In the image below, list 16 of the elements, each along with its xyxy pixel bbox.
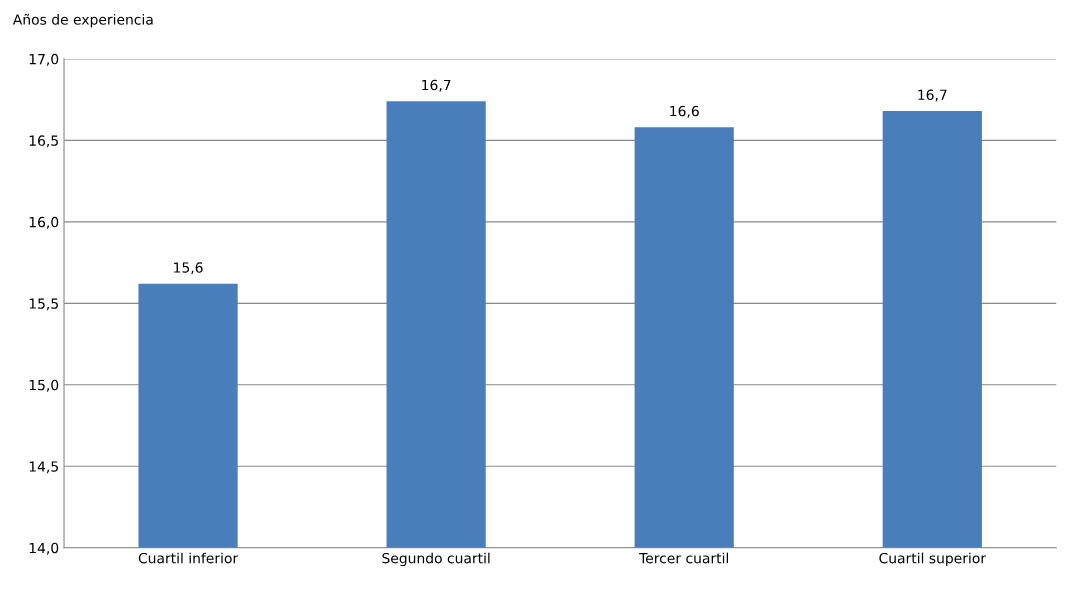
- x-tick-label: Segundo cuartil: [382, 552, 490, 567]
- data-label: 16,7: [422, 79, 451, 92]
- y-tick-label: 14,5: [29, 461, 58, 474]
- y-tick-label: 17,0: [29, 53, 59, 66]
- y-tick-label: 14,0: [29, 542, 59, 555]
- x-tick-label: Cuartil superior: [879, 552, 987, 567]
- x-tick-label: Tercer cuartil: [639, 552, 729, 564]
- y-tick-label: 16,0: [29, 216, 59, 229]
- data-label: 16,6: [670, 105, 699, 118]
- y-axis-title: Años de experiencia: [12, 13, 153, 28]
- y-tick-label: 15,5: [29, 298, 58, 311]
- data-label: 15,6: [174, 262, 203, 275]
- y-tick-label: 16,5: [29, 135, 58, 148]
- x-tick-label: Cuartil inferior: [138, 552, 239, 564]
- data-label: 16,7: [918, 89, 947, 102]
- y-tick-label: 15,0: [29, 379, 59, 392]
